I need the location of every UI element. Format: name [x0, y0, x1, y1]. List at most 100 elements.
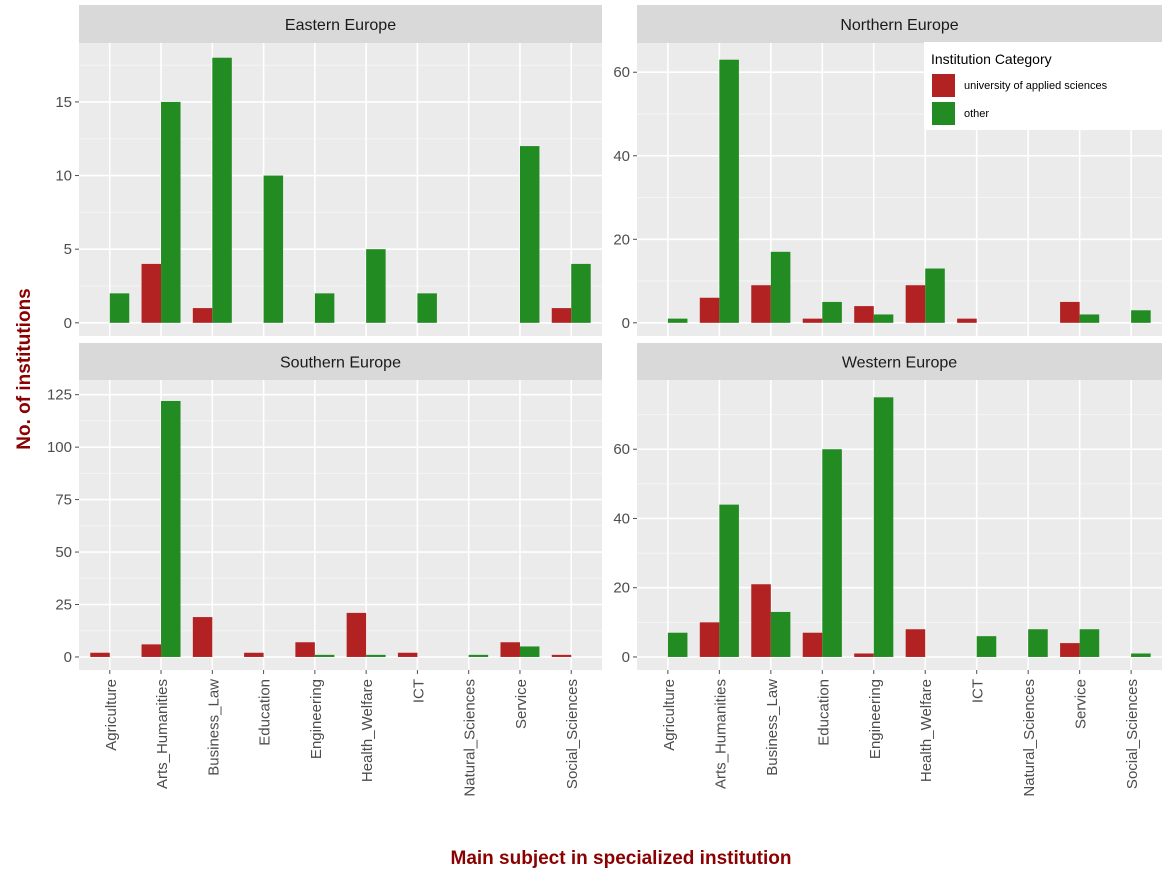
- bar-other-education: [822, 449, 842, 657]
- bar-uas-health_welfare: [346, 612, 367, 657]
- legend-label: university of applied sciences: [964, 80, 1108, 92]
- bar-uas-business_law: [751, 584, 771, 657]
- bar-uas-education: [802, 632, 823, 657]
- bar-uas-ict: [397, 652, 418, 657]
- bar-uas-arts_humanities: [699, 622, 720, 657]
- facet-strip-label: Southern Europe: [280, 355, 401, 372]
- y-tick-label: 0: [622, 649, 630, 666]
- y-tick-label: 125: [47, 387, 72, 404]
- x-axis-title: Main subject in specialized institution: [451, 848, 792, 869]
- bar-uas-engineering: [854, 653, 874, 657]
- legend-background: [924, 42, 1169, 130]
- bar-uas-arts_humanities: [141, 263, 162, 323]
- bar-other-business_law: [212, 57, 232, 323]
- panel-eastern-europe: Eastern Europe 0 5 10 15: [55, 5, 602, 336]
- y-axis-title: No. of institutions: [14, 288, 35, 449]
- y-tick-label: 0: [622, 315, 630, 332]
- x-tick-label: ICT: [970, 679, 987, 703]
- legend-label: other: [964, 108, 989, 120]
- bar-uas-service: [1060, 301, 1080, 323]
- bar-other-social_sciences: [1131, 653, 1151, 657]
- bar-uas-service: [500, 642, 520, 657]
- facet-strip: [637, 5, 1162, 43]
- x-tick-label: Engineering: [308, 679, 325, 759]
- y-tick-label: 40: [613, 148, 630, 165]
- bar-uas-ict: [957, 318, 977, 323]
- x-tick-label: Education: [257, 679, 274, 746]
- bar-other-education: [822, 301, 842, 323]
- bar-uas-engineering: [854, 306, 874, 323]
- bar-uas-business_law: [751, 285, 771, 323]
- y-tick-label: 40: [613, 510, 630, 527]
- y-tick-label: 10: [55, 168, 72, 185]
- x-tick-label: Agriculture: [103, 679, 120, 751]
- x-tick-label: Arts_Humanities: [154, 679, 171, 789]
- bar-other-health_welfare: [366, 249, 386, 323]
- bar-uas-health_welfare: [905, 629, 926, 657]
- bar-other-natural_sciences: [1028, 629, 1048, 657]
- bar-uas-health_welfare: [905, 285, 926, 323]
- bar-other-ict: [976, 636, 997, 657]
- facet-strip-label: Northern Europe: [840, 17, 958, 34]
- facet-strip-label: Western Europe: [842, 355, 957, 372]
- bar-other-business_law: [770, 251, 791, 323]
- y-tick-label: 0: [64, 315, 72, 332]
- bar-uas-education: [802, 318, 823, 323]
- bar-uas-business_law: [192, 308, 213, 323]
- y-tick-label: 0: [64, 649, 72, 666]
- legend-title: Institution Category: [931, 51, 1052, 67]
- bar-other-engineering: [314, 654, 335, 657]
- y-tick-label: 20: [613, 580, 630, 597]
- y-tick-label: 5: [64, 241, 72, 258]
- bar-other-arts_humanities: [161, 400, 181, 657]
- x-tick-label: Service: [513, 679, 530, 729]
- bar-other-agriculture: [667, 318, 688, 323]
- legend: Institution Category university of applie…: [924, 42, 1169, 130]
- x-tick-label: Business_Law: [764, 679, 781, 776]
- legend-swatch: [932, 102, 955, 125]
- bar-other-service: [519, 646, 540, 657]
- bar-other-business_law: [770, 611, 791, 657]
- bar-uas-business_law: [192, 617, 213, 657]
- y-tick-label: 25: [55, 596, 72, 613]
- y-tick-label: 75: [55, 492, 72, 509]
- bar-other-engineering: [873, 397, 894, 657]
- bar-uas-engineering: [295, 642, 315, 657]
- bar-other-education: [263, 175, 284, 323]
- bar-other-social_sciences: [571, 263, 591, 323]
- bar-uas-social_sciences: [551, 308, 572, 323]
- x-tick-label: Education: [815, 679, 832, 746]
- y-tick-label: 100: [47, 439, 72, 456]
- bar-other-agriculture: [109, 293, 130, 323]
- x-tick-label: Agriculture: [661, 679, 678, 751]
- x-tick-label: ICT: [410, 679, 427, 703]
- bar-other-arts_humanities: [719, 59, 739, 323]
- x-tick-label: Health_Welfare: [359, 679, 376, 782]
- bar-uas-arts_humanities: [141, 644, 162, 657]
- y-tick-label: 60: [613, 441, 630, 458]
- facet-strip: [79, 5, 602, 43]
- bar-other-service: [1079, 314, 1100, 323]
- bar-other-health_welfare: [925, 268, 945, 323]
- bar-uas-service: [1060, 643, 1080, 657]
- bar-other-natural_sciences: [468, 654, 489, 657]
- y-tick-label: 50: [55, 544, 72, 561]
- bar-uas-agriculture: [90, 652, 110, 657]
- bar-other-ict: [417, 293, 437, 323]
- panel-southern-europe: Southern Europe 0 25 50 75 100 125 Agriculture A…: [47, 343, 602, 797]
- bar-other-engineering: [314, 293, 335, 323]
- x-tick-label: Natural_Sciences: [462, 679, 479, 797]
- x-tick-label: Social_Sciences: [1124, 679, 1141, 789]
- panel-western-europe: Western Europe 0 20 40 60 Agriculture Arts_Hum…: [613, 343, 1162, 797]
- x-tick-label: Business_Law: [205, 679, 222, 776]
- bar-other-service: [519, 146, 540, 323]
- x-tick-label: Service: [1073, 679, 1090, 729]
- x-tick-label: Engineering: [867, 679, 884, 759]
- y-tick-label: 20: [613, 231, 630, 248]
- bar-other-health_welfare: [366, 654, 386, 657]
- facet-strip: [79, 343, 602, 380]
- bar-uas-social_sciences: [551, 654, 572, 657]
- bar-other-social_sciences: [1131, 310, 1151, 323]
- y-tick-label: 60: [613, 64, 630, 81]
- x-tick-label: Health_Welfare: [918, 679, 935, 782]
